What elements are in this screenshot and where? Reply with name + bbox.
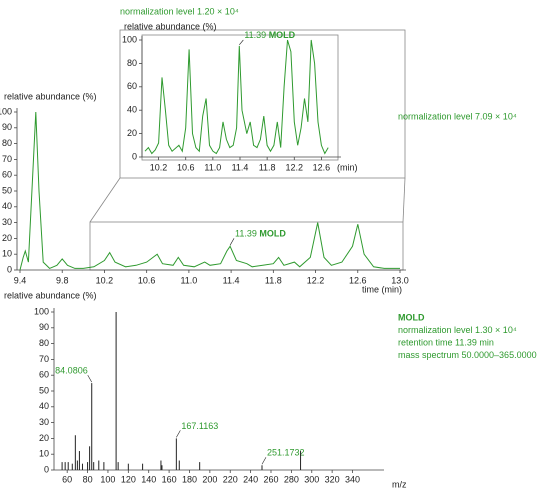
y-tick-label: 30 (2, 217, 12, 227)
y-tick-label: 60 (2, 170, 12, 180)
annotation-time: 11.39 (244, 30, 266, 40)
annotation: 11.39 MOLD (235, 229, 286, 239)
y-tick-label: 80 (127, 58, 137, 68)
y-tick-label: 10 (2, 249, 12, 259)
y-tick-label: 70 (2, 154, 12, 164)
inset-frame (119, 29, 406, 179)
y-tick-label: 100 (34, 306, 49, 316)
y-tick-label: 40 (127, 105, 137, 115)
x-tick-label: 180 (182, 474, 197, 484)
x-tick-label: 10.2 (96, 275, 114, 285)
y-tick-label: 40 (39, 401, 49, 411)
y-tick-label: 80 (2, 138, 12, 148)
y-tick-label: 100 (0, 106, 12, 116)
annotation: normalization level 7.09 × 10⁴ (398, 111, 517, 121)
x-tick-label: 240 (243, 474, 258, 484)
x-tick-label: 260 (263, 474, 278, 484)
x-tick-label: 140 (141, 474, 156, 484)
x-tick-label: 11.0 (180, 275, 197, 285)
x-tick-label: 11.0 (204, 162, 221, 172)
x-tick-label: 10.6 (177, 162, 195, 172)
annotation-compound: MOLD (269, 30, 296, 40)
label-leader (176, 430, 181, 438)
y-tick-label: 0 (44, 464, 49, 474)
info-line: normalization level 1.30 × 10⁴ (398, 325, 517, 335)
x-tick-label: 300 (304, 474, 319, 484)
info-line: MOLD (398, 312, 425, 322)
x-tick-label: 340 (345, 474, 360, 484)
label-leader (261, 457, 267, 465)
x-tick-label: 120 (121, 474, 136, 484)
y-tick-label: 60 (39, 370, 49, 380)
y-tick-label: 20 (127, 128, 137, 138)
y-axis-label: relative abundance (%) (4, 290, 97, 300)
x-tick-label: 280 (284, 474, 299, 484)
y-tick-label: 0 (7, 264, 12, 274)
y-tick-label: 50 (39, 385, 49, 395)
y-tick-label: 90 (2, 122, 12, 132)
x-tick-label: 12.2 (307, 275, 325, 285)
chart-title: normalization level 1.20 × 10⁴ (120, 6, 239, 16)
x-tick-label: 200 (202, 474, 217, 484)
x-tick-label: 9.8 (56, 275, 69, 285)
zoom-connector (89, 177, 121, 223)
series-line (19, 111, 400, 271)
x-tick-label: 13.0 (391, 275, 409, 285)
y-tick-label: 30 (39, 417, 49, 427)
x-tick-label: 10.2 (150, 162, 168, 172)
x-tick-label: 100 (100, 474, 115, 484)
annotation-time: 11.39 (235, 229, 257, 239)
x-tick-label: 12.6 (313, 162, 331, 172)
peak-label: 167.1163 (181, 421, 218, 431)
x-axis-label: (min) (337, 162, 358, 172)
y-tick-label: 10 (39, 449, 49, 459)
annotation-leader (239, 39, 244, 46)
y-tick-label: 80 (39, 338, 49, 348)
x-axis-label: m/z (392, 479, 407, 489)
y-tick-label: 0 (132, 151, 137, 161)
y-tick-label: 60 (127, 81, 137, 91)
y-tick-label: 20 (2, 233, 12, 243)
x-tick-label: 11.4 (232, 162, 249, 172)
x-tick-label: 220 (223, 474, 238, 484)
x-tick-label: 160 (162, 474, 177, 484)
info-line: retention time 11.39 min (398, 337, 494, 347)
x-tick-label: 11.8 (259, 162, 276, 172)
x-tick-label: 11.8 (265, 275, 282, 285)
x-tick-label: 11.4 (223, 275, 240, 285)
y-tick-label: 100 (122, 34, 137, 44)
peak-label: 84.0806 (55, 365, 88, 375)
x-tick-label: 12.6 (349, 275, 367, 285)
x-tick-label: 80 (83, 474, 93, 484)
y-axis-label: relative abundance (%) (4, 91, 97, 101)
x-tick-label: 320 (325, 474, 340, 484)
annotation: 11.39 MOLD (244, 30, 295, 40)
y-tick-label: 20 (39, 433, 49, 443)
x-tick-label: 60 (62, 474, 72, 484)
y-tick-label: 40 (2, 201, 12, 211)
peak-label: 251.1732 (267, 448, 305, 458)
y-axis-label: relative abundance (%) (124, 21, 217, 31)
y-tick-label: 50 (2, 185, 12, 195)
y-tick-label: 90 (39, 322, 49, 332)
annotation-leader (229, 238, 235, 246)
x-tick-label: 10.6 (138, 275, 156, 285)
x-tick-label: 12.2 (286, 162, 304, 172)
y-tick-label: 70 (39, 354, 49, 364)
x-axis-label: time (min) (362, 284, 402, 294)
annotation-compound: MOLD (259, 229, 286, 239)
info-line: mass spectrum 50.0000–365.0000 (398, 350, 537, 360)
series-line (144, 39, 329, 155)
x-tick-label: 9.4 (14, 275, 27, 285)
label-leader (87, 374, 92, 383)
zoom-connector (402, 177, 406, 223)
